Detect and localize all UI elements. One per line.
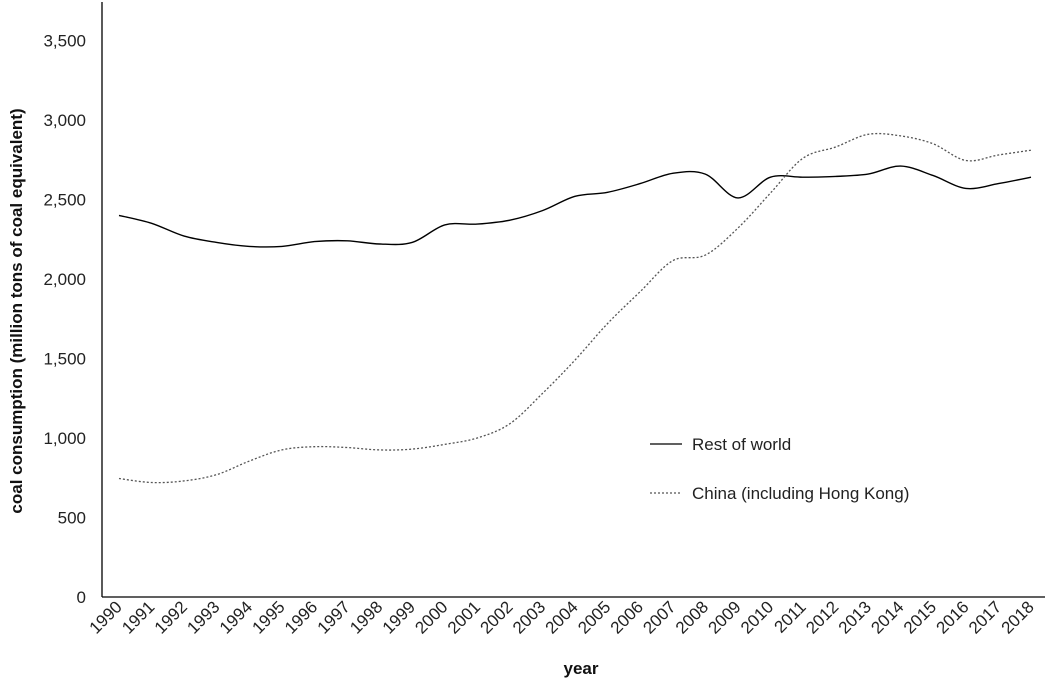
series-line-china — [118, 132, 1032, 484]
x-tick-label: 2000 — [411, 597, 451, 637]
legend-label-rest-of-world: Rest of world — [692, 435, 791, 454]
x-tick-label: 1991 — [118, 597, 158, 637]
x-tick-labels: 1990199119921993199419951996199719981999… — [86, 597, 1038, 637]
y-tick-label: 0 — [77, 588, 86, 607]
x-tick-label: 2018 — [998, 597, 1038, 637]
x-tick-label: 2017 — [965, 597, 1005, 637]
x-tick-label: 2013 — [835, 597, 875, 637]
y-tick-label: 2,000 — [43, 270, 86, 289]
y-axis-title: coal consumption (million tons of coal e… — [7, 108, 26, 513]
x-tick-label: 2006 — [607, 597, 647, 637]
x-tick-label: 1997 — [314, 597, 354, 637]
x-tick-label: 1990 — [86, 597, 126, 637]
x-tick-label: 1996 — [281, 597, 321, 637]
y-tick-label: 1,000 — [43, 429, 86, 448]
x-tick-label: 1994 — [216, 597, 256, 637]
x-tick-label: 2011 — [771, 597, 810, 636]
y-tick-label: 3,500 — [43, 32, 86, 51]
y-tick-label: 1,500 — [43, 350, 86, 369]
x-tick-label: 1993 — [183, 597, 223, 637]
x-axis-title: year — [564, 659, 599, 678]
y-tick-label: 500 — [58, 509, 86, 528]
y-tick-label: 2,500 — [43, 191, 86, 210]
x-tick-label: 1992 — [151, 597, 191, 637]
legend: Rest of world China (including Hong Kong… — [650, 435, 909, 503]
series-lines — [118, 132, 1032, 484]
y-tick-label: 3,000 — [43, 111, 86, 130]
x-tick-label: 1995 — [249, 597, 289, 637]
x-tick-label: 2005 — [574, 597, 614, 637]
x-tick-label: 2004 — [542, 597, 582, 637]
x-tick-label: 1999 — [379, 597, 419, 637]
x-tick-label: 2002 — [477, 597, 517, 637]
x-tick-label: 2001 — [444, 597, 484, 637]
x-tick-label: 2003 — [509, 597, 549, 637]
x-tick-label: 2016 — [933, 597, 973, 637]
x-tick-label: 2015 — [900, 597, 940, 637]
x-tick-label: 2012 — [802, 597, 842, 637]
x-tick-label: 2010 — [737, 597, 777, 637]
x-tick-label: 2008 — [672, 597, 712, 637]
y-tick-labels: 0 500 1,000 1,500 2,000 2,500 3,000 3,500 — [43, 32, 86, 608]
x-tick-label: 2007 — [639, 597, 679, 637]
x-tick-label: 1998 — [346, 597, 386, 637]
series-line-rest-of-world — [118, 165, 1032, 248]
x-tick-label: 2009 — [705, 597, 745, 637]
x-tick-label: 2014 — [867, 597, 907, 637]
legend-label-china: China (including Hong Kong) — [692, 484, 909, 503]
